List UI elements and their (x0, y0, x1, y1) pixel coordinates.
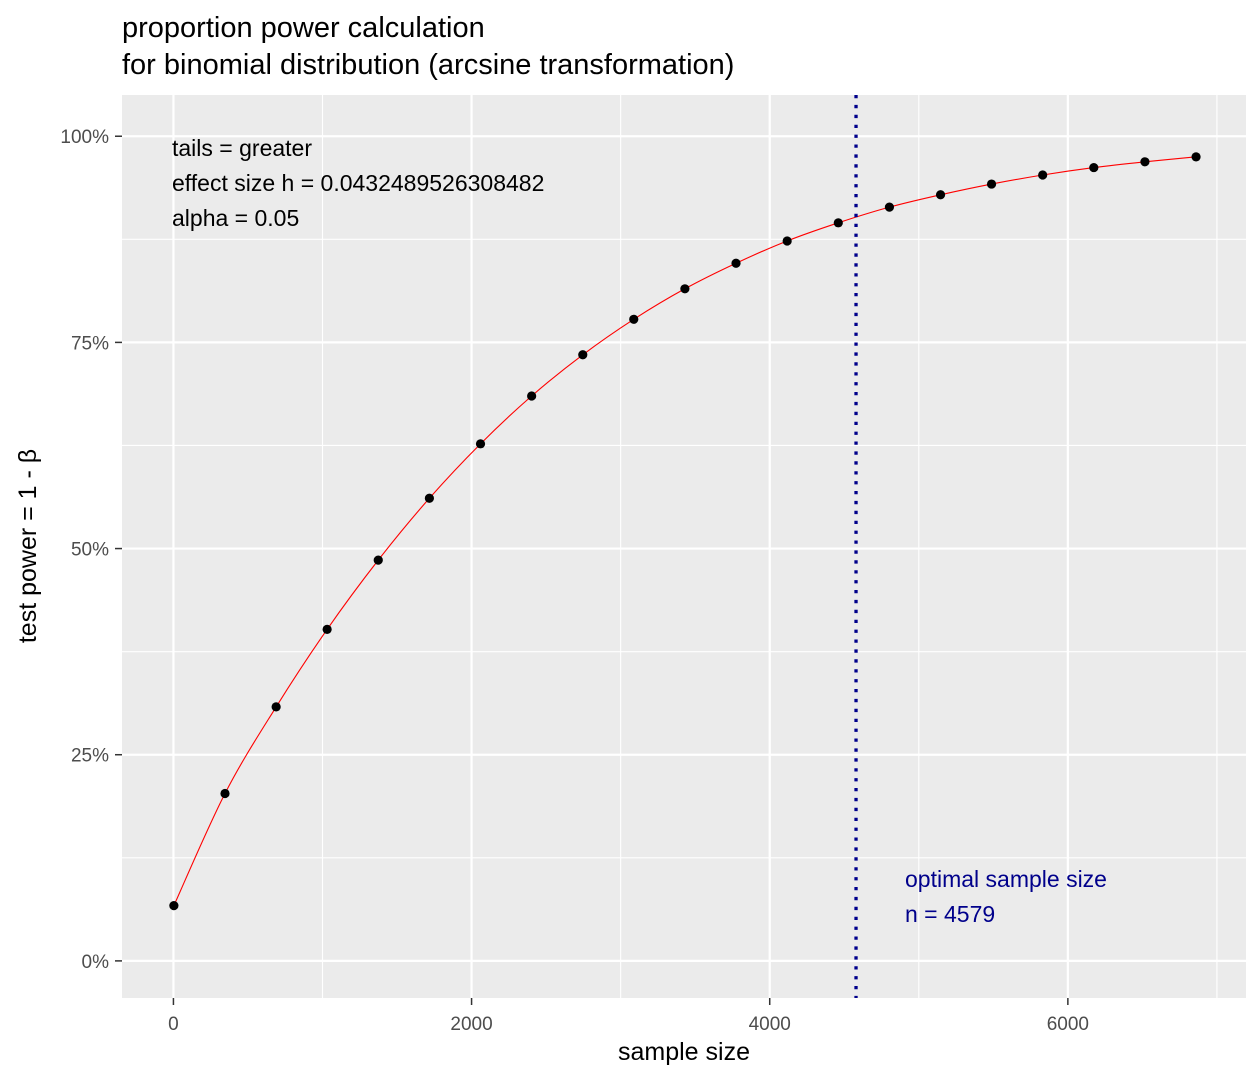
data-point (680, 284, 690, 294)
y-axis-title: test power = 1 - β (14, 449, 42, 643)
x-tick-label: 2000 (450, 1014, 492, 1035)
y-tick-label: 75% (71, 333, 109, 354)
data-points (169, 152, 1201, 911)
chart-title-line-2: for binomial distribution (arcsine trans… (122, 49, 734, 81)
data-point (833, 218, 843, 228)
data-point (578, 350, 588, 360)
data-point (1191, 152, 1201, 162)
data-point (527, 391, 537, 401)
y-tick-label: 25% (71, 746, 109, 767)
grid-minor (122, 95, 1246, 998)
annotation-effect-size: effect size h = 0.0432489526308482 (172, 170, 544, 196)
x-axis-title: sample size (618, 1038, 750, 1066)
data-point (373, 555, 383, 565)
optimal-layer: optimal sample size n = 4579 (854, 95, 1107, 998)
data-point (731, 258, 741, 268)
data-point (782, 236, 792, 246)
data-point (220, 788, 230, 799)
data-point (1038, 170, 1048, 180)
y-tick-label: 50% (71, 540, 109, 561)
data-point (935, 190, 946, 200)
annotation-alpha: alpha = 0.05 (172, 205, 299, 231)
power-curve-layer (173, 156, 1197, 906)
data-point (475, 439, 486, 449)
power-curve (173, 156, 1197, 906)
x-tick-label: 4000 (749, 1014, 791, 1035)
data-point (169, 901, 179, 911)
y-tick-label: 100% (60, 127, 109, 148)
chart-title: proportion power calculation for binomia… (122, 12, 734, 81)
y-tick-label: 0% (82, 952, 110, 973)
data-point (271, 702, 281, 712)
data-point (884, 202, 895, 212)
data-point (424, 493, 434, 503)
data-point (322, 624, 332, 634)
data-point (1140, 157, 1150, 167)
data-point (986, 179, 997, 189)
x-tick-label: 6000 (1047, 1014, 1089, 1035)
y-axis: 0% 25% 50% 75% 100% (60, 127, 122, 973)
data-point (629, 314, 639, 324)
data-point (1089, 162, 1099, 173)
optimal-label-title: optimal sample size (905, 866, 1107, 892)
annotation-tails: tails = greater (172, 135, 312, 161)
parameter-annotations: tails = greater effect size h = 0.043248… (172, 135, 544, 231)
x-axis: 0 2000 4000 6000 (168, 998, 1089, 1035)
optimal-label-value: n = 4579 (905, 901, 995, 927)
x-tick-label: 0 (168, 1014, 179, 1035)
grid-major (122, 95, 1246, 998)
plot-panel (122, 95, 1246, 998)
chart-title-line-1: proportion power calculation (122, 12, 485, 44)
